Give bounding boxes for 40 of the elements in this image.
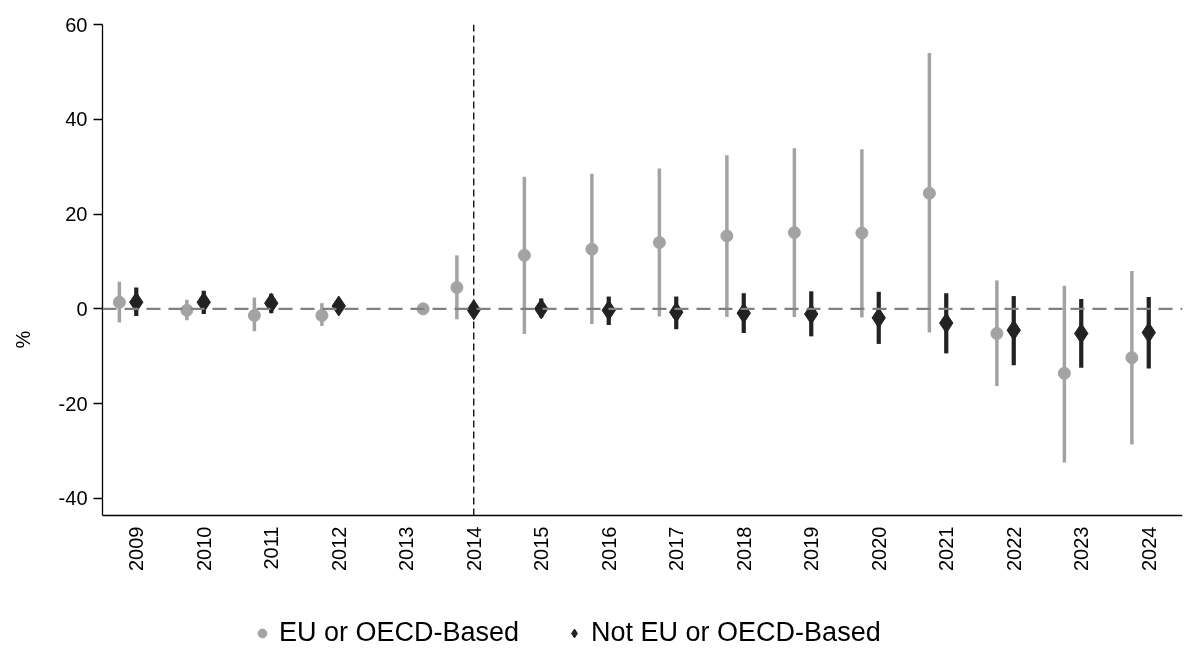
point <box>112 295 126 309</box>
y-axis-title: % <box>11 330 34 349</box>
y-tick-label: 0 <box>76 297 88 320</box>
y-tick-label: -40 <box>58 487 88 510</box>
x-tick-label: 2018 <box>732 526 755 571</box>
point <box>720 229 734 243</box>
x-tick-label: 2013 <box>395 526 418 571</box>
point <box>922 186 936 200</box>
x-tick-label: 2021 <box>935 526 958 571</box>
point <box>517 248 531 262</box>
point <box>315 309 329 322</box>
x-tick-label: 2023 <box>1070 526 1093 571</box>
y-tick-label: 40 <box>65 108 88 131</box>
point <box>1125 351 1139 365</box>
legend-label: Not EU or OECD-Based <box>591 617 881 648</box>
x-tick-label: 2014 <box>462 526 485 571</box>
x-tick-label: 2012 <box>327 526 350 571</box>
x-tick-label: 2024 <box>1137 526 1160 571</box>
point <box>247 309 261 322</box>
x-tick-label: 2019 <box>800 526 823 571</box>
point <box>990 327 1004 340</box>
y-tick-label: 60 <box>65 13 88 36</box>
legend-label: EU or OECD-Based <box>279 617 520 648</box>
y-tick-label: 20 <box>65 203 88 226</box>
x-tick-label: 2015 <box>530 526 553 571</box>
x-tick-label: 2010 <box>192 526 215 571</box>
point <box>787 226 801 240</box>
x-tick-label: 2016 <box>597 526 620 571</box>
x-tick-label: 2011 <box>260 526 283 570</box>
point <box>585 242 599 256</box>
point <box>450 281 464 295</box>
point <box>652 236 666 249</box>
y-tick-label: -20 <box>58 392 88 415</box>
point <box>855 226 869 240</box>
x-tick-label: 2022 <box>1002 526 1025 571</box>
point <box>1057 366 1071 380</box>
x-tick-label: 2017 <box>665 526 688 571</box>
point <box>180 303 194 317</box>
x-tick-label: 2020 <box>867 526 890 571</box>
x-tick-label: 2009 <box>125 526 148 571</box>
